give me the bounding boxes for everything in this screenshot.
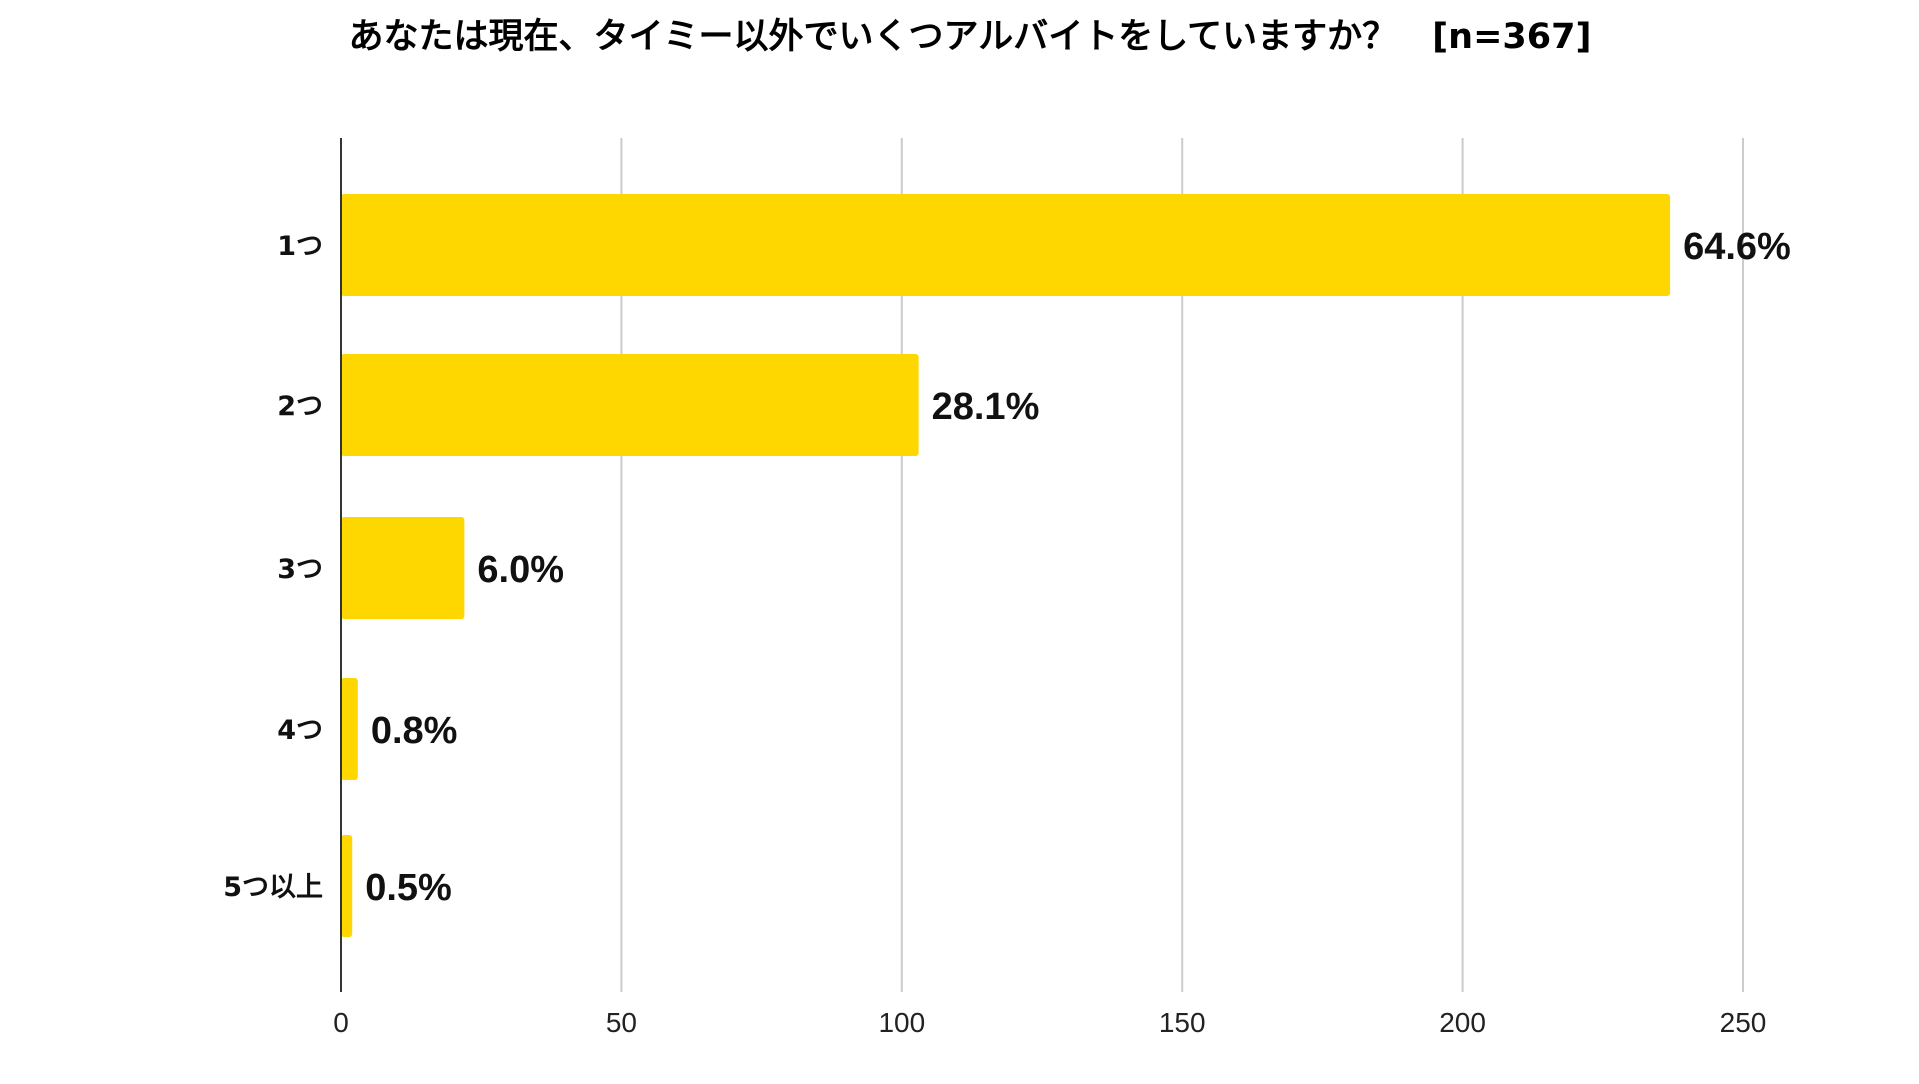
category-label: 4つ	[277, 715, 323, 746]
bar	[341, 678, 358, 780]
labels: 0 50 100 150 200 250 1つ 64.6% 2つ 28.1% 3つ 6.0% 4つ 0.8…	[223, 226, 1791, 1038]
bar	[341, 517, 465, 619]
x-tick-label: 0	[333, 1007, 349, 1038]
category-label: 1つ	[277, 231, 323, 262]
data-label: 6.0%	[477, 549, 564, 591]
bars	[341, 194, 1671, 937]
x-tick-label: 250	[1720, 1007, 1767, 1038]
data-label: 0.8%	[371, 710, 458, 752]
chart-title: あなたは現在、タイミー以外でいくつアルバイトをしていますか？ [n=367]	[349, 17, 1592, 57]
x-tick-label: 100	[878, 1007, 925, 1038]
x-tick-label: 150	[1159, 1007, 1206, 1038]
x-tick-label: 50	[606, 1007, 637, 1038]
data-label: 28.1%	[932, 386, 1040, 428]
bar	[341, 354, 919, 456]
data-label: 64.6%	[1683, 226, 1791, 268]
data-label: 0.5%	[365, 867, 452, 909]
x-tick-label: 200	[1439, 1007, 1486, 1038]
bar	[341, 835, 353, 937]
category-label: 5つ以上	[223, 872, 323, 903]
category-label: 2つ	[277, 391, 323, 422]
category-label: 3つ	[277, 554, 323, 585]
bar	[341, 194, 1671, 296]
